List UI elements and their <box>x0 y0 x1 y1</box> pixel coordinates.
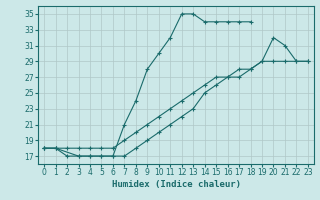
X-axis label: Humidex (Indice chaleur): Humidex (Indice chaleur) <box>111 180 241 189</box>
